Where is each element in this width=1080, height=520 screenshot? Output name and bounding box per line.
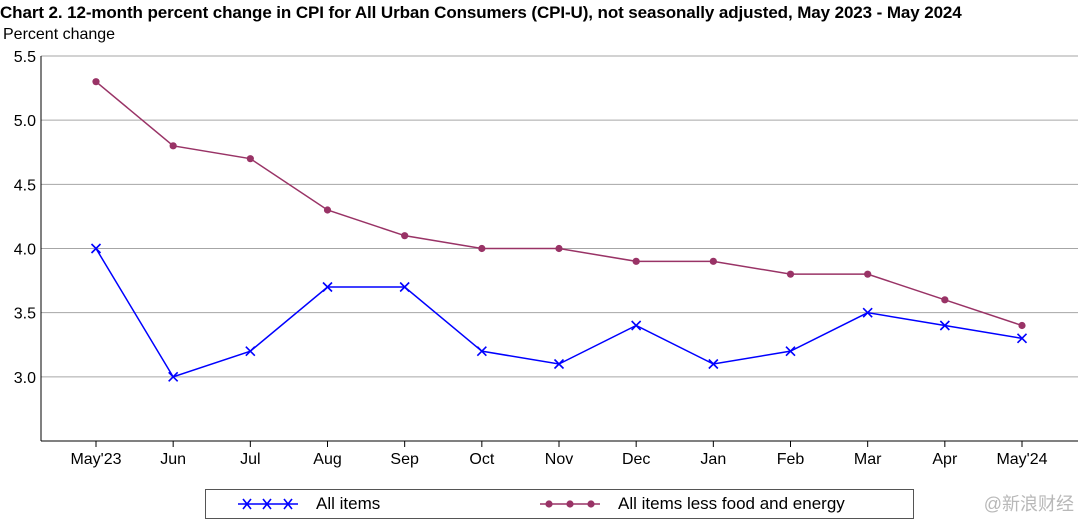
data-point-all-items	[90, 243, 102, 254]
data-point-core	[92, 78, 100, 86]
watermark: @新浪财经	[983, 494, 1074, 514]
data-point-core	[246, 155, 254, 163]
x-tick-label: Sep	[390, 451, 419, 468]
data-point-all-items	[399, 281, 410, 293]
data-point-core	[786, 270, 795, 278]
y-tick-label: 3.5	[14, 306, 36, 323]
x-tick-label: Jun	[160, 451, 186, 468]
legend-swatch-all-items	[238, 498, 298, 510]
y-tick-label: 4.0	[14, 242, 36, 259]
legend-label-core: All items less food and energy	[618, 494, 845, 513]
x-tick-label: May'23	[70, 451, 121, 468]
x-tick-label: Apr	[932, 451, 958, 468]
x-tick-label: Jul	[240, 451, 260, 468]
data-point-core	[864, 270, 872, 278]
legend-swatch-core	[540, 500, 600, 508]
data-point-core	[632, 257, 640, 265]
data-point-all-items	[1016, 333, 1028, 344]
data-point-all-items	[168, 371, 179, 382]
data-point-all-items	[553, 358, 565, 370]
data-point-all-items	[476, 346, 487, 357]
data-point-all-items	[939, 320, 950, 331]
data-point-all-items	[785, 346, 796, 357]
x-tick-label: Mar	[854, 451, 882, 468]
legend-item-core: All items less food and energy	[538, 494, 845, 514]
data-point-core	[478, 244, 486, 253]
legend: All items All items less food and energy	[205, 489, 914, 519]
data-point-all-items	[862, 307, 873, 318]
chart-title: Chart 2. 12-month percent change in CPI …	[0, 3, 962, 22]
data-point-all-items	[322, 281, 333, 293]
data-point-all-items	[631, 320, 642, 331]
data-point-all-items	[245, 346, 256, 357]
x-tick-label: May'24	[996, 451, 1047, 468]
data-point-all-items	[708, 358, 719, 370]
x-tick-label: Jan	[700, 451, 726, 468]
x-tick-label: Nov	[545, 451, 573, 468]
data-point-core	[555, 244, 563, 253]
y-tick-label: 4.5	[14, 177, 36, 194]
y-tick-label: 5.0	[14, 113, 36, 130]
legend-label-all-items: All items	[316, 494, 381, 513]
y-tick-label: 3.0	[14, 370, 36, 387]
legend-item-all-items: All items	[236, 494, 380, 514]
data-point-core	[941, 296, 949, 304]
y-tick-label: 5.5	[14, 49, 36, 66]
x-tick-label: Dec	[622, 451, 650, 468]
x-tick-label: Oct	[469, 451, 494, 468]
data-point-core	[323, 206, 332, 214]
data-point-core	[1018, 321, 1026, 330]
data-point-core	[401, 232, 409, 240]
data-point-core	[169, 142, 177, 150]
data-point-core	[709, 257, 717, 265]
series-line-2	[95, 81, 1023, 327]
x-tick-label: Aug	[313, 451, 341, 468]
y-axis-label: Percent change	[3, 26, 116, 43]
x-tick-label: Feb	[777, 451, 805, 468]
